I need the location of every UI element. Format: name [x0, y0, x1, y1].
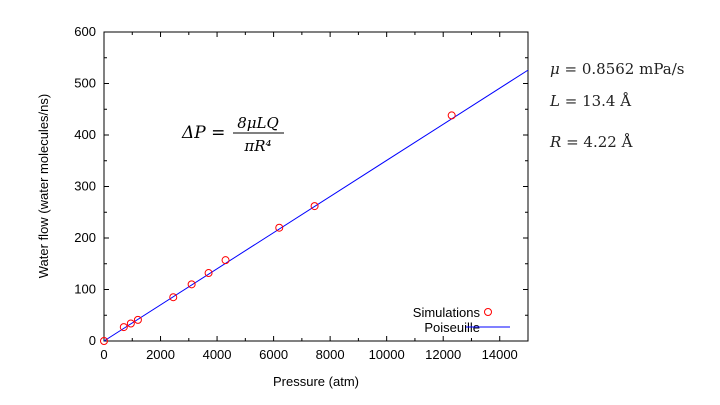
param-R-eq: = [561, 133, 584, 151]
param-L-eq: = [559, 92, 583, 110]
y-tick-label: 300 [74, 179, 96, 194]
x-tick-label: 14000 [482, 347, 518, 362]
param-mu-value: 0.8562 mPa/s [581, 60, 685, 78]
simulation-point [169, 293, 178, 302]
param-L-symbol: L [550, 92, 560, 110]
poiseuille-fit-line [103, 69, 529, 342]
y-tick-label: 600 [74, 24, 96, 39]
x-tick-label: 8000 [316, 347, 345, 362]
y-tick-label: 100 [74, 282, 96, 297]
simulation-point [133, 315, 142, 324]
legend: Simulations Poiseuille [413, 305, 510, 335]
simulation-point [119, 323, 128, 332]
simulation-point [204, 269, 213, 278]
plot-frame [103, 31, 529, 342]
axes [103, 31, 529, 342]
x-tick-label: 0 [100, 347, 107, 362]
x-axis-title: Pressure (atm) [273, 374, 359, 389]
simulation-point [100, 337, 108, 345]
simulation-point [447, 111, 456, 120]
param-R-symbol: R [550, 133, 562, 151]
simulation-point [187, 280, 196, 289]
x-tick-label: 10000 [369, 347, 405, 362]
y-tick-label: 200 [74, 230, 96, 245]
legend-marker-simulations [484, 308, 492, 316]
param-mu: μ = 0.8562 mPa/s [550, 60, 684, 78]
equation-annotation: ΔP = 8μLQ πR⁴ [181, 114, 284, 155]
x-tick-label: 4000 [203, 347, 232, 362]
y-axis-title: Water flow (water molecules/ns) [36, 94, 51, 278]
x-tick-label: 12000 [425, 347, 461, 362]
y-tick-label: 500 [74, 76, 96, 91]
simulation-point [275, 223, 284, 232]
equation-lhs: ΔP = [181, 123, 225, 143]
param-L: L = 13.4 Å [550, 92, 631, 110]
equation-denominator: πR⁴ [243, 137, 271, 155]
x-tick-label: 6000 [259, 347, 288, 362]
legend-label-poiseuille: Poiseuille [424, 320, 480, 335]
x-tick-label: 2000 [146, 347, 175, 362]
param-mu-symbol: μ [550, 60, 560, 78]
ticks: 0 2000 4000 6000 8000 10000 12000 14000 0 100 200 3… [74, 24, 528, 362]
legend-label-simulations: Simulations [413, 305, 481, 320]
param-R-value: 4.22 Å [583, 133, 633, 151]
param-mu-eq: = [559, 60, 582, 78]
series [100, 69, 529, 345]
simulation-point [221, 256, 230, 265]
param-R: R = 4.22 Å [550, 133, 632, 151]
y-tick-label: 400 [74, 127, 96, 142]
y-tick-label: 0 [89, 333, 96, 348]
simulation-point [310, 202, 319, 211]
simulation-point [126, 319, 135, 328]
equation-numerator: 8μLQ [237, 114, 279, 132]
param-L-value: 13.4 Å [582, 92, 632, 110]
